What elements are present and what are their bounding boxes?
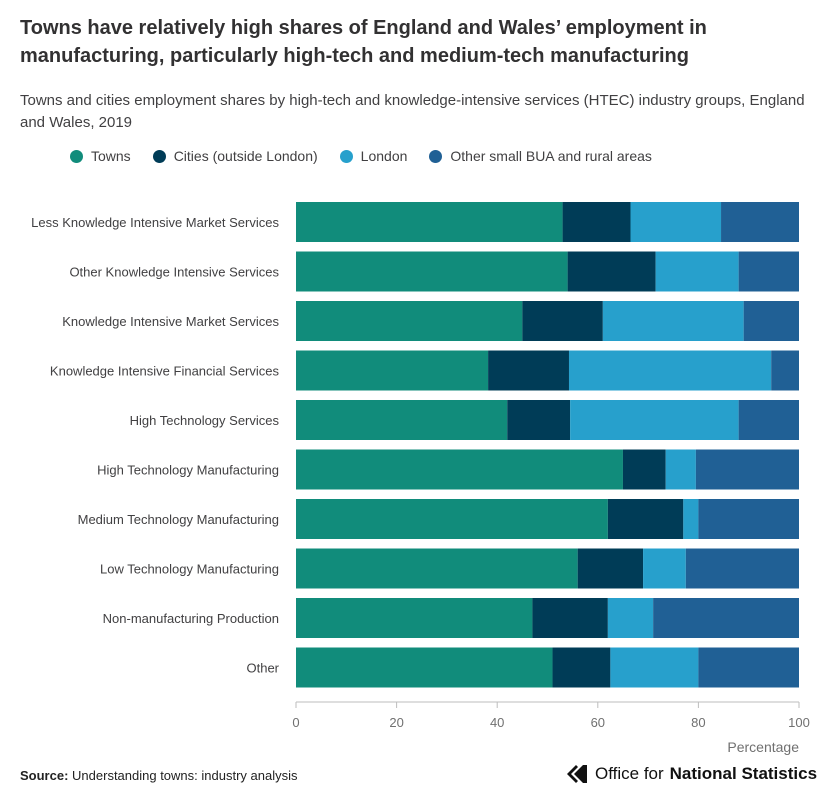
chart-title: Towns have relatively high shares of Eng… — [20, 17, 707, 67]
y-tick-label: Knowledge Intensive Financial Services — [50, 364, 280, 379]
legend-label-other-rural: Other small BUA and rural areas — [450, 148, 652, 164]
y-tick-label: Other Knowledge Intensive Services — [69, 265, 279, 280]
stacked-bar-chart: Less Knowledge Intensive Market Services… — [31, 202, 810, 755]
ons-logo[interactable]: Office for National Statistics — [565, 763, 817, 785]
legend-swatch-london — [339, 149, 353, 163]
y-tick-label: Knowledge Intensive Market Services — [62, 314, 279, 329]
y-tick-label: Non-manufacturing Production — [103, 611, 279, 626]
ons-logo-bold: National Statistics — [669, 764, 818, 783]
y-tick-label: High Technology Manufacturing — [97, 463, 279, 478]
bar-segment[interactable] — [532, 598, 608, 638]
bar-segment[interactable] — [296, 350, 489, 391]
bar-segment[interactable] — [738, 400, 799, 440]
bar-segment[interactable] — [643, 548, 686, 589]
bar-segment[interactable] — [296, 301, 523, 341]
bar-segment[interactable] — [577, 548, 644, 589]
source-text: Understanding towns: industry analysis — [72, 768, 298, 783]
ons-logo-prefix: Office for — [595, 764, 664, 783]
legend-item-towns[interactable]: Towns — [70, 148, 131, 164]
bar-segment[interactable] — [296, 202, 563, 242]
legend-swatch-cities — [152, 149, 166, 163]
bar-segment[interactable] — [567, 251, 656, 292]
source-label: Source: — [20, 768, 69, 783]
bar-segment[interactable] — [607, 598, 654, 638]
bar-segment[interactable] — [568, 350, 772, 391]
bar-segment[interactable] — [296, 647, 553, 688]
bar-segment[interactable] — [698, 499, 799, 539]
x-tick-label: 100 — [788, 715, 810, 730]
bar-segment[interactable] — [685, 548, 799, 589]
bar-segment[interactable] — [610, 647, 699, 688]
bar-segment[interactable] — [630, 202, 722, 242]
bar-segment[interactable] — [562, 202, 631, 242]
bar-segment[interactable] — [296, 598, 533, 638]
bar-segment[interactable] — [695, 449, 799, 490]
x-tick-label: 20 — [389, 715, 403, 730]
legend-label-london: London — [360, 148, 408, 164]
bar-segment[interactable] — [570, 400, 739, 440]
legend-item-london[interactable]: London — [339, 148, 408, 164]
legend-item-other-rural[interactable]: Other small BUA and rural areas — [429, 148, 652, 164]
bar-segment[interactable] — [552, 647, 611, 688]
bar-segment[interactable] — [771, 350, 799, 391]
y-tick-label: Medium Technology Manufacturing — [78, 512, 279, 527]
bar-segment[interactable] — [743, 301, 799, 341]
bar-segment[interactable] — [522, 301, 603, 341]
bar-segment[interactable] — [296, 251, 568, 292]
bar-segment[interactable] — [721, 202, 799, 242]
legend-swatch-towns — [70, 149, 83, 163]
bar-segment[interactable] — [683, 499, 699, 539]
chart-subtitle: Towns and cities employment shares by hi… — [20, 92, 805, 131]
legend-item-cities[interactable]: Cities (outside London) — [152, 148, 318, 164]
y-tick-label: Less Knowledge Intensive Market Services — [31, 215, 279, 230]
bar-segment[interactable] — [296, 449, 623, 490]
bar-segment[interactable] — [653, 598, 799, 638]
x-tick-label: 40 — [490, 715, 504, 730]
bar-segment[interactable] — [738, 251, 799, 292]
y-tick-label: High Technology Services — [130, 413, 280, 428]
legend-swatch-other-rural — [429, 149, 443, 163]
legend-label-cities: Cities (outside London) — [173, 148, 318, 164]
source-note: Source: Understanding towns: industry an… — [20, 768, 297, 783]
x-tick-label: 80 — [691, 715, 705, 730]
bar-segment[interactable] — [488, 350, 569, 391]
legend-label-towns: Towns — [91, 148, 131, 164]
legend: Towns Cities (outside London) London Oth… — [70, 148, 652, 164]
bar-segment[interactable] — [507, 400, 571, 440]
bar-segment[interactable] — [607, 499, 684, 539]
bar-segment[interactable] — [622, 449, 666, 490]
bar-segment[interactable] — [698, 647, 799, 688]
bar-segment[interactable] — [296, 499, 608, 539]
y-tick-label: Other — [246, 661, 279, 676]
bar-segment[interactable] — [655, 251, 739, 292]
bar-segment[interactable] — [665, 449, 696, 490]
bar-segment[interactable] — [296, 548, 578, 589]
bar-segment[interactable] — [296, 400, 508, 440]
x-tick-label: 0 — [292, 715, 299, 730]
x-axis-label: Percentage — [727, 739, 799, 755]
y-tick-label: Low Technology Manufacturing — [100, 562, 279, 577]
x-tick-label: 60 — [591, 715, 605, 730]
ons-logo-icon — [567, 765, 587, 783]
bar-segment[interactable] — [602, 301, 744, 341]
